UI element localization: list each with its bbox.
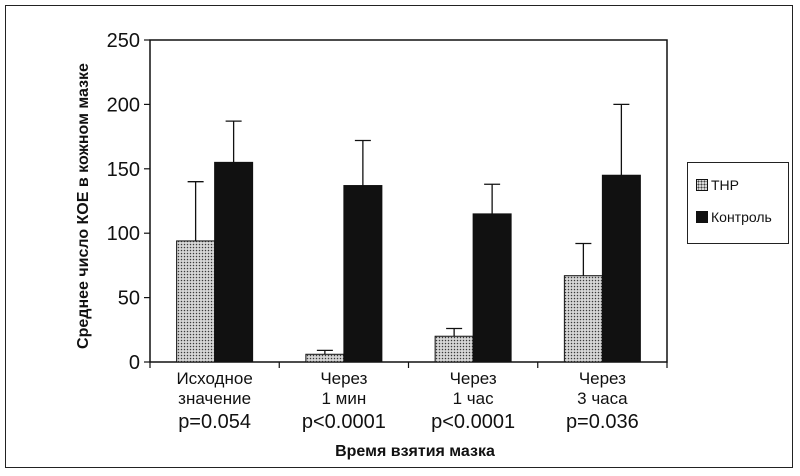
y-tick-label: 200 [107,94,140,116]
y-tick-label: 0 [129,352,140,374]
x-category-label: Через [579,369,626,388]
chart-frame [5,5,793,468]
legend-item-control: Контроль [696,209,772,225]
x-category-label: Через [320,369,367,388]
bar-thp [305,353,345,363]
p-value-label: p<0.0001 [302,411,386,433]
legend-label-thp: THP [711,177,739,193]
x-category-label: Исходное [176,369,252,388]
x-category-label: 3 часа [577,389,628,408]
bar-control [214,161,254,363]
y-tick-label: 250 [107,30,140,52]
p-value-label: p<0.0001 [431,411,515,433]
bar-control [601,174,641,363]
bar-thp [434,335,474,363]
x-category-label: 1 час [453,389,494,408]
y-axis-label: Среднее число КОЕ в кожном мазке [75,63,92,349]
bar-control [472,213,512,363]
bar-thp [176,240,216,363]
x-axis-label: Время взятия мазка [335,443,495,460]
legend-swatch-thp [696,179,708,191]
legend: THP Контроль [687,162,789,244]
x-category-label: 1 мин [322,389,367,408]
x-category-label: значение [178,389,251,408]
p-value-label: p=0.054 [178,411,251,433]
x-category-label: Через [450,369,497,388]
p-value-label: p=0.036 [566,411,639,433]
legend-swatch-control [696,211,708,223]
legend-item-thp: THP [696,177,739,193]
legend-label-control: Контроль [711,209,772,225]
bar-thp [563,275,603,363]
y-tick-label: 150 [107,159,140,181]
y-tick-label: 100 [107,223,140,245]
bar-control [343,185,383,363]
y-tick-label: 50 [118,288,140,310]
